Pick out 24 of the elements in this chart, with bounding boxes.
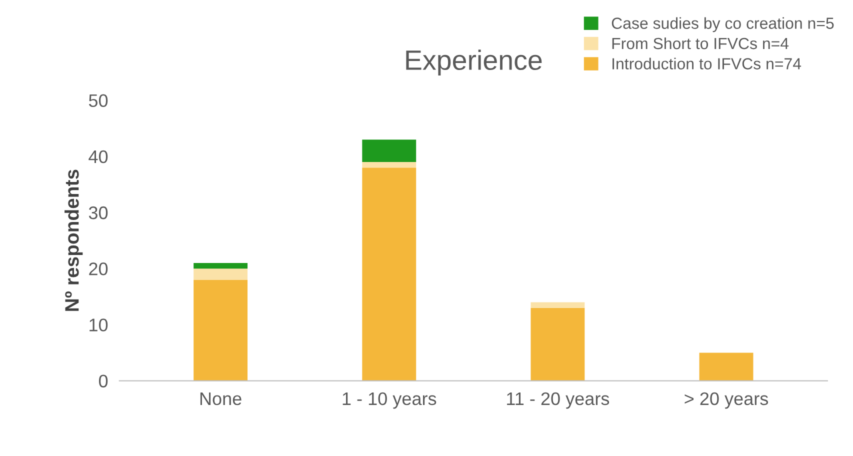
chart-title: Experience (406, 50, 542, 76)
x-tick-label: > 20 years (684, 392, 768, 409)
x-tick-label: 11 - 20 years (507, 392, 610, 409)
bar (194, 268, 248, 280)
bar (362, 162, 416, 168)
x-tick-label: 1 - 10 years (342, 392, 436, 409)
y-tick-label: 10 (90, 318, 108, 332)
bar (362, 168, 416, 381)
y-tick-label: 20 (89, 262, 108, 276)
y-tick-label: 30 (88, 206, 108, 220)
x-tick-label: None (200, 392, 242, 406)
bar (194, 280, 248, 381)
legend-label: Introduction to IFVCs n=74 (612, 58, 802, 70)
legend-label: Case sudies by co creation n=5 (612, 17, 834, 32)
bar (530, 302, 585, 308)
bar (362, 140, 416, 162)
y-tick-label: 0 (98, 374, 108, 388)
bar (530, 308, 585, 381)
y-axis-title: Nº respondents (64, 170, 83, 311)
y-tick-label: 40 (88, 150, 108, 164)
y-tick-label: 50 (88, 94, 108, 108)
legend-label: From Short to IFVCs n=4 (612, 37, 789, 50)
bar (194, 262, 248, 269)
bar (699, 352, 754, 381)
